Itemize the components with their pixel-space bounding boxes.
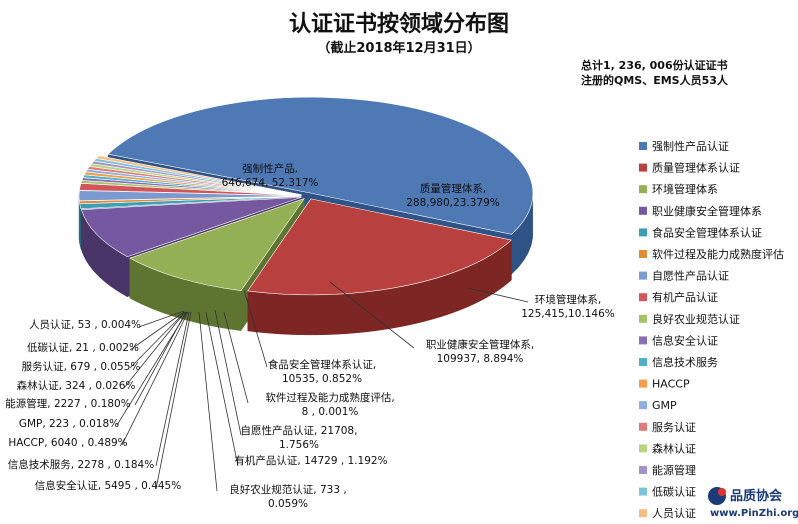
legend-label-9: 良好农业规范认证 (652, 312, 740, 326)
legend-swatch-18 (639, 509, 647, 518)
data-label-15-line-1: 森林认证, 324 , 0.026% (17, 379, 136, 392)
legend-label-1: 强制性产品认证 (652, 139, 729, 153)
legend-label-12: HACCP (652, 378, 690, 391)
leader-line-4 (329, 281, 415, 349)
data-label-7-line-1: 自愿性产品认证, 21708, (241, 424, 358, 437)
legend-label-8: 有机产品认证 (652, 290, 718, 304)
leader-lines (116, 281, 529, 492)
data-label-7-line-2: 1.756% (279, 439, 319, 451)
data-labels: 强制性产品, 646,674, 52.317% 质量管理体系, 288,980,23.… (5, 162, 614, 510)
data-label-1-line-1: 强制性产品, (242, 162, 298, 175)
legend-label-2: 质量管理体系认证 (652, 161, 740, 175)
leader-line-3 (467, 287, 529, 303)
leader-line-16 (134, 311, 187, 406)
data-label-2-line-1: 质量管理体系, (420, 182, 486, 195)
data-label-4-line-2: 109937, 8.894% (437, 353, 524, 365)
leader-line-6 (223, 311, 249, 404)
legend-swatch-13 (639, 401, 647, 410)
data-label-8-line-1: 有机产品认证, 14729 , 1.192% (234, 454, 387, 467)
data-label-5-line-2: 10535, 0.852% (282, 373, 362, 385)
legend-swatch-7 (639, 271, 647, 280)
leader-line-5 (243, 289, 268, 368)
pie-slice-2 (247, 198, 512, 296)
data-label-16-line-1: 能源管理, 2227 , 0.180% (5, 397, 130, 410)
watermark-name: 品质协会 (730, 488, 783, 504)
data-label-4-line-1: 职业健康安全管理体系, (426, 338, 534, 351)
legend-label-17: 低碳认证 (652, 485, 696, 499)
watermark: 品质协会 www.PinZhi.org (708, 487, 798, 519)
legend-label-13: GMP (652, 399, 677, 412)
data-label-3-line-2: 125,415,10.146% (521, 308, 614, 320)
legend-label-4: 职业健康安全管理体系 (652, 204, 762, 218)
data-label-3-line-1: 环境管理体系, (535, 293, 601, 306)
legend-label-11: 信息技术服务 (652, 355, 718, 369)
data-label-17-line-1: 低碳认证, 21 , 0.002% (27, 341, 139, 354)
leader-line-17 (129, 311, 185, 351)
legend-swatch-14 (639, 422, 647, 431)
legend-label-10: 信息安全认证 (652, 333, 718, 347)
data-label-1-line-2: 646,674, 52.317% (222, 177, 319, 189)
watermark-url: www.PinZhi.org (710, 508, 798, 519)
summary-personnel: 注册的QMS、EMS人员53人 (581, 74, 728, 87)
pie-slice-1 (107, 96, 534, 235)
legend-swatch-12 (639, 379, 647, 388)
watermark-logo-accent (718, 488, 726, 496)
legend-label-18: 人员认证 (652, 507, 696, 520)
data-label-18-line-1: 人员认证, 53 , 0.004% (29, 318, 141, 331)
legend-swatch-11 (639, 358, 647, 366)
data-label-9-line-2: 0.059% (268, 498, 308, 510)
leader-line-10 (155, 311, 192, 490)
legend-swatch-3 (639, 185, 647, 194)
legend-label-6: 软件过程及能力成熟度评估 (652, 247, 784, 261)
data-label-6-line-1: 软件过程及能力成熟度评估, (265, 391, 394, 404)
summary-total: 总计1, 236, 006份认证证书 (581, 59, 728, 72)
legend-label-15: 森林认证 (652, 441, 696, 455)
legend-swatch-4 (639, 206, 647, 215)
legend-swatch-15 (639, 444, 647, 453)
legend-swatch-16 (639, 466, 647, 474)
data-label-10-line-1: 信息安全认证, 5495 , 0.445% (35, 479, 181, 492)
data-label-9-line-1: 良好农业规范认证, 733 , (229, 483, 346, 496)
legend-swatch-5 (639, 228, 647, 237)
data-label-12-line-1: HACCP, 6040 , 0.489% (8, 437, 127, 449)
leader-line-15 (123, 311, 186, 389)
pie-tops (78, 96, 534, 296)
legend-label-7: 自愿性产品认证 (652, 269, 729, 283)
data-label-14-line-1: 服务认证, 679 , 0.055% (22, 360, 141, 373)
leader-line-14 (129, 311, 186, 369)
legend-label-14: 服务认证 (652, 421, 696, 434)
data-label-5-line-1: 食品安全管理体系认证, (268, 358, 376, 371)
legend: 强制性产品认证质量管理体系认证环境管理体系职业健康安全管理体系食品安全管理体系认… (639, 139, 784, 520)
legend-label-16: 能源管理 (652, 463, 696, 477)
page-title: 认证证书按领域分布图 (288, 12, 509, 37)
data-label-13-line-1: GMP, 223 , 0.018% (19, 418, 119, 430)
data-label-11-line-1: 信息技术服务, 2278 , 0.184% (8, 458, 154, 471)
legend-swatch-1 (639, 142, 647, 150)
leader-line-18 (138, 310, 185, 328)
data-label-2-line-2: 288,980,23.379% (406, 197, 499, 209)
leader-line-12 (121, 311, 189, 446)
legend-swatch-17 (639, 487, 647, 496)
leader-line-9 (198, 311, 218, 492)
page-subtitle: （截止2018年12月31日） (317, 41, 481, 56)
data-label-6-line-2: 8 , 0.001% (302, 406, 359, 418)
pie-slice-3 (129, 198, 305, 291)
leader-line-11 (155, 311, 190, 467)
legend-swatch-10 (639, 336, 647, 345)
legend-swatch-6 (639, 250, 647, 258)
pie-slice-4 (81, 196, 302, 258)
legend-swatch-9 (639, 314, 647, 323)
legend-swatch-8 (639, 293, 647, 302)
legend-label-5: 食品安全管理体系认证 (652, 225, 762, 239)
leader-line-8 (205, 311, 239, 467)
legend-swatch-2 (639, 163, 647, 172)
leader-line-7 (214, 309, 242, 436)
pie-slice-18 (95, 155, 302, 196)
legend-label-3: 环境管理体系 (652, 182, 718, 196)
